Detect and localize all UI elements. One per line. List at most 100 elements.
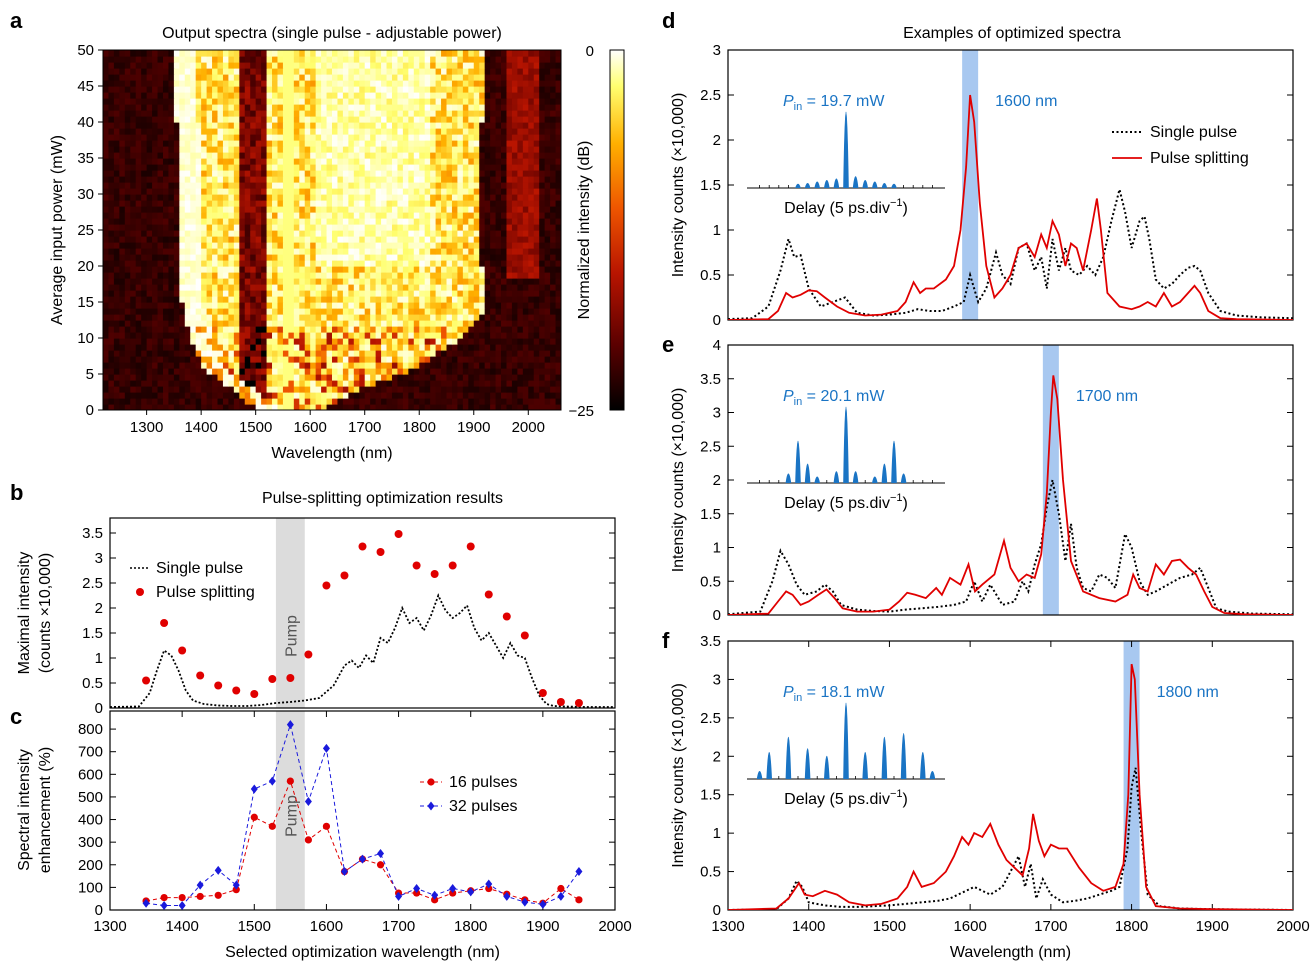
heatmap-cell (201, 278, 208, 285)
heatmap-cell (479, 146, 486, 153)
heatmap-cell (141, 368, 148, 375)
heatmap-cell (162, 362, 170, 369)
heatmap-cell (173, 338, 180, 345)
heatmap-cell (441, 398, 448, 405)
heatmap-cell (326, 404, 333, 410)
heatmap-cell (261, 296, 268, 303)
heatmap-cell (473, 92, 480, 99)
heatmap-cell (550, 386, 557, 393)
heatmap-cell (528, 158, 535, 165)
heatmap-cell (310, 344, 317, 351)
heatmap-cell (282, 278, 289, 285)
heatmap-cell (299, 272, 306, 279)
heatmap-cell (277, 302, 284, 309)
heatmap-cell (402, 80, 409, 87)
heatmap-cell (212, 350, 219, 357)
heatmap-cell (304, 74, 311, 81)
heatmap-cell (473, 272, 480, 279)
heatmap-cell (462, 392, 469, 399)
heatmap-cell (233, 116, 240, 123)
heatmap-cell (217, 194, 224, 201)
heatmap-cell (261, 218, 268, 225)
heatmap-cell (277, 272, 284, 279)
heatmap-cell (179, 194, 186, 201)
heatmap-cell (451, 224, 458, 231)
heatmap-cell (457, 332, 464, 339)
heatmap-cell (375, 296, 382, 303)
heatmap-cell (495, 68, 502, 75)
heatmap-cell (113, 62, 120, 69)
heatmap-cell (239, 254, 246, 261)
heatmap-cell (348, 170, 355, 177)
heatmap-cell (261, 92, 268, 99)
heatmap-cell (288, 104, 295, 111)
heatmap-cell (119, 248, 126, 255)
heatmap-cell (381, 206, 388, 213)
heatmap-cell (304, 122, 311, 129)
heatmap-cell (228, 98, 235, 105)
heatmap-cell (506, 392, 513, 399)
heatmap-cell (506, 290, 513, 297)
heatmap-cell (495, 386, 502, 393)
heatmap-cell (201, 332, 208, 339)
heatmap-cell (337, 314, 344, 321)
heatmap-cell (473, 362, 480, 369)
heatmap-cell (201, 236, 208, 243)
heatmap-cell (146, 296, 153, 303)
heatmap-cell (228, 272, 235, 279)
heatmap-cell (457, 230, 464, 237)
heatmap-cell (261, 368, 268, 375)
heatmap-cell (277, 206, 284, 213)
heatmap-cell (511, 104, 518, 111)
heatmap-cell (511, 98, 518, 105)
heatmap-cell (517, 314, 524, 321)
heatmap-cell (233, 68, 240, 75)
heatmap-cell (162, 368, 170, 375)
heatmap-cell (468, 176, 475, 183)
heatmap-cell (157, 266, 164, 273)
heatmap-cell (386, 194, 393, 201)
heatmap-cell (124, 92, 131, 99)
heatmap-cell (321, 374, 328, 381)
heatmap-cell (310, 152, 317, 159)
heatmap-cell (386, 80, 393, 87)
heatmap-cell (555, 380, 561, 387)
heatmap-cell (419, 332, 426, 339)
heatmap-cell (239, 398, 246, 405)
heatmap-cell (446, 86, 453, 93)
heatmap-cell (212, 128, 219, 135)
heatmap-cell (152, 200, 159, 207)
heatmap-cell (484, 392, 491, 399)
heatmap-cell (342, 194, 349, 201)
heatmap-cell (419, 104, 426, 111)
heatmap-cell (370, 182, 377, 189)
heatmap-cell (539, 110, 546, 117)
heatmap-cell (533, 62, 540, 69)
heatmap-cell (391, 80, 399, 87)
heatmap-cell (353, 146, 360, 153)
heatmap-cell (244, 392, 251, 399)
heatmap-cell (517, 98, 524, 105)
heatmap-cell (364, 104, 371, 111)
heatmap-cell (168, 380, 175, 387)
heatmap-cell (528, 146, 535, 153)
heatmap-cell (195, 110, 202, 117)
heatmap-cell (108, 74, 115, 81)
heatmap-cell (108, 278, 115, 285)
heatmap-cell (462, 56, 469, 63)
heatmap-cell (468, 320, 475, 327)
heatmap-cell (250, 344, 257, 351)
heatmap-cell (522, 248, 529, 255)
heatmap-cell (337, 236, 344, 243)
heatmap-cell (250, 338, 257, 345)
heatmap-cell (190, 170, 197, 177)
heatmap-cell (462, 134, 469, 141)
heatmap-cell (473, 302, 480, 309)
heatmap-cell (397, 56, 404, 63)
heatmap-cell (119, 356, 126, 363)
heatmap-cell (162, 158, 170, 165)
heatmap-cell (239, 98, 246, 105)
heatmap-cell (391, 362, 399, 369)
heatmap-cell (288, 338, 295, 345)
heatmap-cell (321, 194, 328, 201)
